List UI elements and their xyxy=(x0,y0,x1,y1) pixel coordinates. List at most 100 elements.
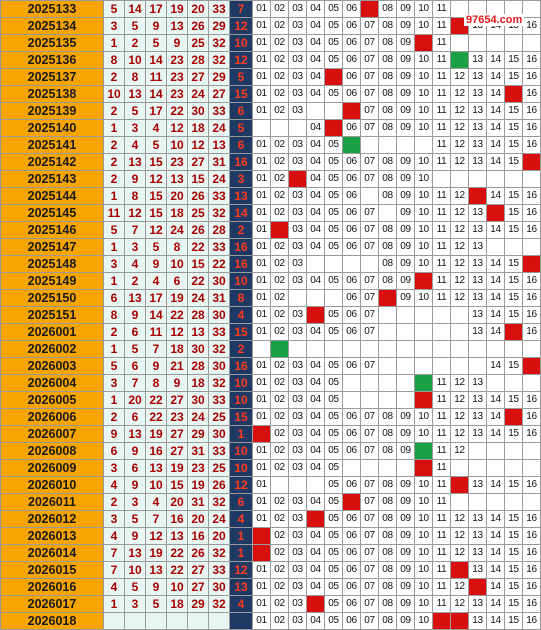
trend-hit-red: 02 xyxy=(270,221,289,239)
trend-cell: 10 xyxy=(414,357,433,375)
red-ball-cell: 29 xyxy=(208,68,230,86)
red-ball-cell: 22 xyxy=(145,408,167,426)
red-ball-cell: 31 xyxy=(187,493,209,511)
trend-cell: 01 xyxy=(252,204,271,222)
trend-cell: 05 xyxy=(324,221,343,239)
trend-cell: 08 xyxy=(378,391,397,409)
trend-hit-red: 05 xyxy=(324,68,343,86)
trend-cell: 05 xyxy=(324,459,343,477)
blue-ball-cell: 10 xyxy=(229,374,253,392)
trend-cell: 11 xyxy=(432,136,451,154)
trend-cell: 10 xyxy=(414,255,433,273)
red-ball-cell: 25 xyxy=(208,408,230,426)
trend-cell: 01 xyxy=(252,153,271,171)
trend-cell: 03 xyxy=(288,187,307,205)
trend-cell: 13 xyxy=(468,459,487,477)
trend-cell: 06 xyxy=(342,238,361,256)
trend-cell: 10 xyxy=(414,425,433,443)
red-ball-cell: 12 xyxy=(166,119,188,137)
trend-cell: 04 xyxy=(306,68,325,86)
trend-cell: 10 xyxy=(414,187,433,205)
trend-cell: 07 xyxy=(360,510,379,528)
trend-cell: 12 xyxy=(450,68,469,86)
red-ball-cell: 2 xyxy=(103,136,125,154)
trend-cell: 12 xyxy=(450,391,469,409)
red-ball-cell: 4 xyxy=(145,119,167,137)
trend-cell: 07 xyxy=(360,238,379,256)
red-ball-cell xyxy=(166,612,188,630)
trend-cell: 16 xyxy=(522,493,541,511)
trend-cell: 12 xyxy=(450,102,469,120)
trend-cell: 12 xyxy=(450,85,469,103)
trend-cell: 06 xyxy=(342,51,361,69)
trend-cell: 14 xyxy=(486,289,505,307)
red-ball-cell: 8 xyxy=(145,374,167,392)
period-cell: 2025138 xyxy=(0,85,104,103)
trend-cell: 01 xyxy=(252,289,271,307)
red-ball-cell: 16 xyxy=(187,527,209,545)
red-ball-cell: 26 xyxy=(187,221,209,239)
trend-cell: 11 xyxy=(432,459,451,477)
trend-hit-red: 14 xyxy=(486,204,505,222)
trend-cell: 08 xyxy=(378,527,397,545)
trend-cell: 08 xyxy=(378,170,397,188)
draw-row: 2025140134121824501020304050607080910111… xyxy=(0,119,541,137)
trend-cell: 13 xyxy=(468,527,487,545)
red-ball-cell: 6 xyxy=(103,289,125,307)
red-ball-cell: 14 xyxy=(145,306,167,324)
period-cell: 2025137 xyxy=(0,68,104,86)
trend-cell: 07 xyxy=(360,442,379,460)
trend-cell: 04 xyxy=(306,357,325,375)
trend-cell: 07 xyxy=(360,187,379,205)
blue-ball-cell: 10 xyxy=(229,272,253,290)
draw-row: 2026010491015192612010203040506070809101… xyxy=(0,476,541,494)
red-ball-cell: 11 xyxy=(103,204,125,222)
trend-cell: 13 xyxy=(468,34,487,52)
red-ball-cell: 13 xyxy=(124,425,146,443)
trend-cell: 01 xyxy=(252,187,271,205)
trend-cell: 05 xyxy=(324,510,343,528)
trend-cell: 01 xyxy=(252,391,271,409)
trend-cell: 09 xyxy=(396,17,415,35)
trend-cell: 04 xyxy=(306,527,325,545)
trend-cell: 06 xyxy=(342,153,361,171)
red-ball-cell: 10 xyxy=(124,561,146,579)
red-ball-cell: 15 xyxy=(145,187,167,205)
red-ball-cell: 22 xyxy=(166,544,188,562)
red-ball-cell: 9 xyxy=(124,442,146,460)
trend-cell: 09 xyxy=(396,357,415,375)
trend-cell: 01 xyxy=(252,595,271,613)
trend-cell: 04 xyxy=(306,476,325,494)
trend-cell: 13 xyxy=(468,493,487,511)
period-cell: 2026012 xyxy=(0,510,104,528)
trend-cell: 05 xyxy=(324,476,343,494)
trend-cell: 16 xyxy=(522,34,541,52)
trend-cell: 01 xyxy=(252,136,271,154)
trend-cell: 13 xyxy=(468,612,487,630)
trend-cell: 10 xyxy=(414,595,433,613)
red-ball-cell: 15 xyxy=(145,204,167,222)
trend-cell: 11 xyxy=(432,170,451,188)
trend-cell: 14 xyxy=(486,34,505,52)
trend-cell: 12 xyxy=(450,357,469,375)
red-ball-cell: 8 xyxy=(166,238,188,256)
trend-cell: 14 xyxy=(486,238,505,256)
trend-cell: 10 xyxy=(414,238,433,256)
red-ball-cell: 27 xyxy=(166,391,188,409)
trend-cell: 09 xyxy=(396,204,415,222)
trend-cell: 14 xyxy=(486,170,505,188)
trend-cell: 09 xyxy=(396,374,415,392)
red-ball-cell: 30 xyxy=(208,306,230,324)
trend-hit-red: 16 xyxy=(522,255,541,273)
red-ball-cell: 33 xyxy=(208,323,230,341)
trend-cell: 06 xyxy=(342,187,361,205)
draw-row: 2025145111215182532140102030405060708091… xyxy=(0,204,541,222)
red-ball-cell: 1 xyxy=(103,595,125,613)
trend-cell: 10 xyxy=(414,119,433,137)
trend-cell: 06 xyxy=(342,374,361,392)
trend-cell: 03 xyxy=(288,340,307,358)
draw-row: 2025136 8 10 14 23 28 32 12 01 02 03 04 05 06 07 08 09 10… xyxy=(0,51,541,69)
trend-hit-red: 04 xyxy=(306,510,325,528)
red-ball-cell: 10 xyxy=(166,136,188,154)
trend-cell: 08 xyxy=(378,459,397,477)
